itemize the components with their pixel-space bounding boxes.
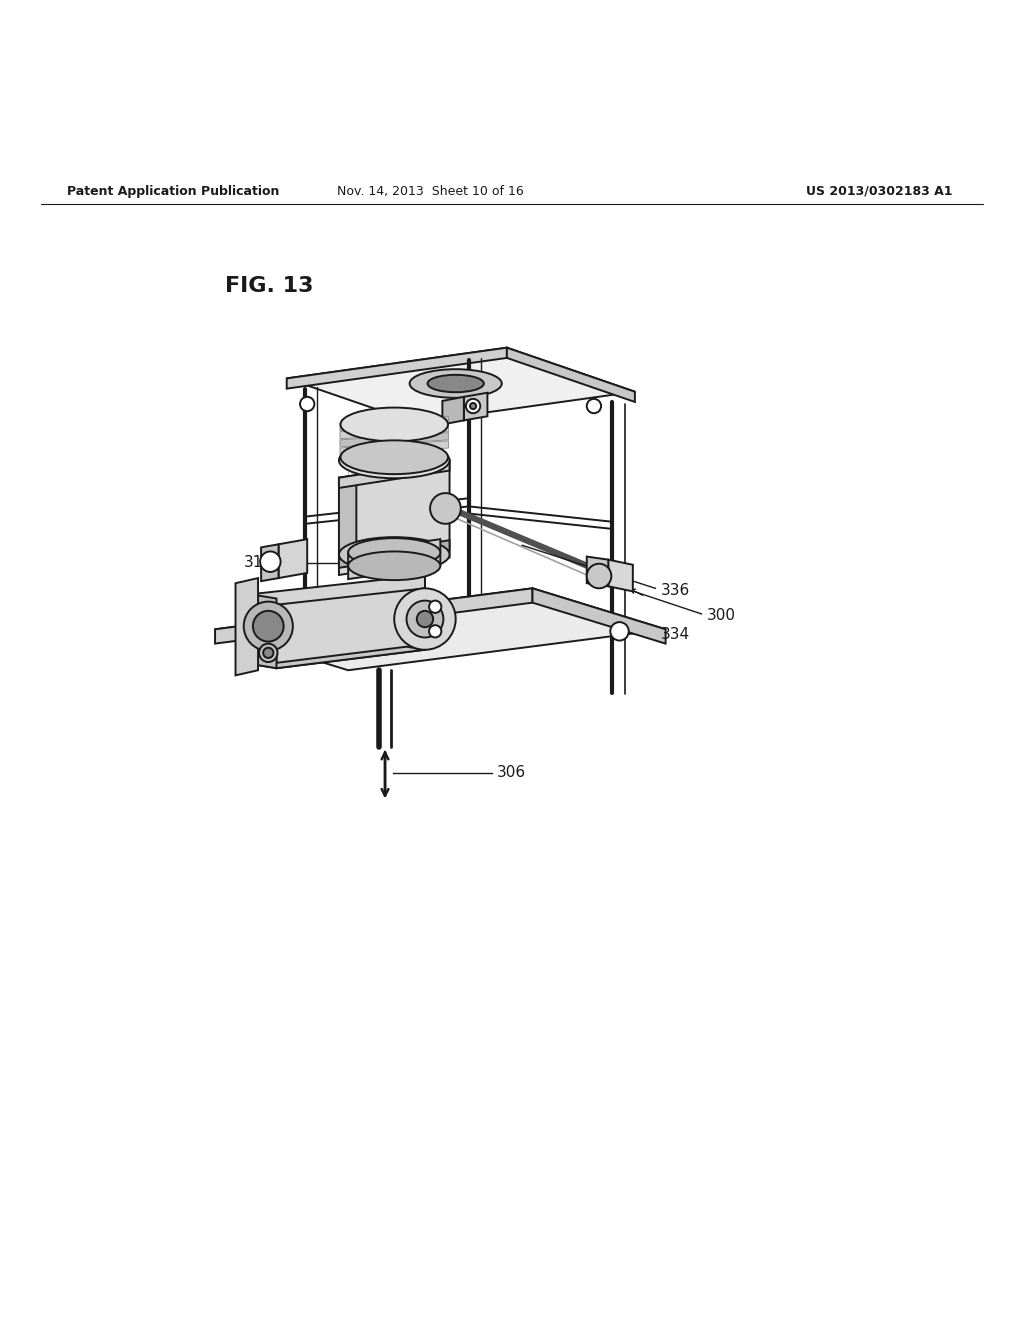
Polygon shape — [258, 595, 276, 668]
Circle shape — [263, 648, 273, 657]
Circle shape — [429, 601, 441, 612]
Polygon shape — [348, 539, 440, 579]
Circle shape — [610, 622, 629, 640]
Polygon shape — [287, 347, 507, 388]
Circle shape — [253, 611, 284, 642]
Polygon shape — [215, 589, 666, 671]
Circle shape — [417, 611, 433, 627]
Circle shape — [470, 403, 476, 409]
Polygon shape — [279, 539, 307, 578]
Text: FIG. 13: FIG. 13 — [225, 276, 313, 296]
Circle shape — [587, 399, 601, 413]
Circle shape — [260, 552, 281, 572]
Text: Patent Application Publication: Patent Application Publication — [67, 185, 279, 198]
Polygon shape — [340, 441, 449, 455]
Polygon shape — [258, 576, 425, 607]
Polygon shape — [507, 347, 635, 403]
Polygon shape — [532, 589, 666, 644]
Ellipse shape — [410, 370, 502, 397]
Text: 312: 312 — [244, 556, 272, 570]
Polygon shape — [340, 433, 449, 447]
Circle shape — [259, 644, 278, 663]
Polygon shape — [215, 589, 532, 644]
Ellipse shape — [348, 552, 440, 579]
Polygon shape — [261, 544, 279, 581]
Ellipse shape — [340, 408, 449, 441]
Circle shape — [466, 399, 480, 413]
Circle shape — [300, 397, 314, 411]
Text: US 2013/0302183 A1: US 2013/0302183 A1 — [806, 185, 952, 198]
Ellipse shape — [348, 539, 440, 566]
Circle shape — [590, 565, 604, 579]
Polygon shape — [339, 461, 450, 488]
Polygon shape — [340, 416, 449, 430]
Circle shape — [430, 494, 461, 524]
Text: 334: 334 — [660, 627, 689, 642]
Polygon shape — [587, 557, 608, 586]
Polygon shape — [258, 647, 425, 668]
Polygon shape — [339, 540, 450, 568]
Circle shape — [394, 589, 456, 649]
Polygon shape — [276, 579, 425, 668]
Polygon shape — [340, 425, 449, 438]
Polygon shape — [442, 397, 464, 425]
Ellipse shape — [428, 375, 484, 392]
Circle shape — [587, 564, 611, 589]
Circle shape — [244, 602, 293, 651]
Polygon shape — [287, 347, 635, 422]
Text: 336: 336 — [660, 583, 690, 598]
Text: 300: 300 — [707, 609, 735, 623]
Polygon shape — [608, 560, 633, 591]
Text: Nov. 14, 2013  Sheet 10 of 16: Nov. 14, 2013 Sheet 10 of 16 — [337, 185, 523, 198]
Polygon shape — [339, 461, 450, 576]
Circle shape — [407, 601, 443, 638]
Text: 306: 306 — [497, 766, 525, 780]
Polygon shape — [464, 393, 487, 420]
Circle shape — [429, 626, 441, 638]
Ellipse shape — [339, 442, 450, 478]
Polygon shape — [236, 578, 258, 676]
Polygon shape — [339, 478, 356, 566]
Ellipse shape — [339, 537, 450, 572]
Ellipse shape — [340, 441, 449, 474]
